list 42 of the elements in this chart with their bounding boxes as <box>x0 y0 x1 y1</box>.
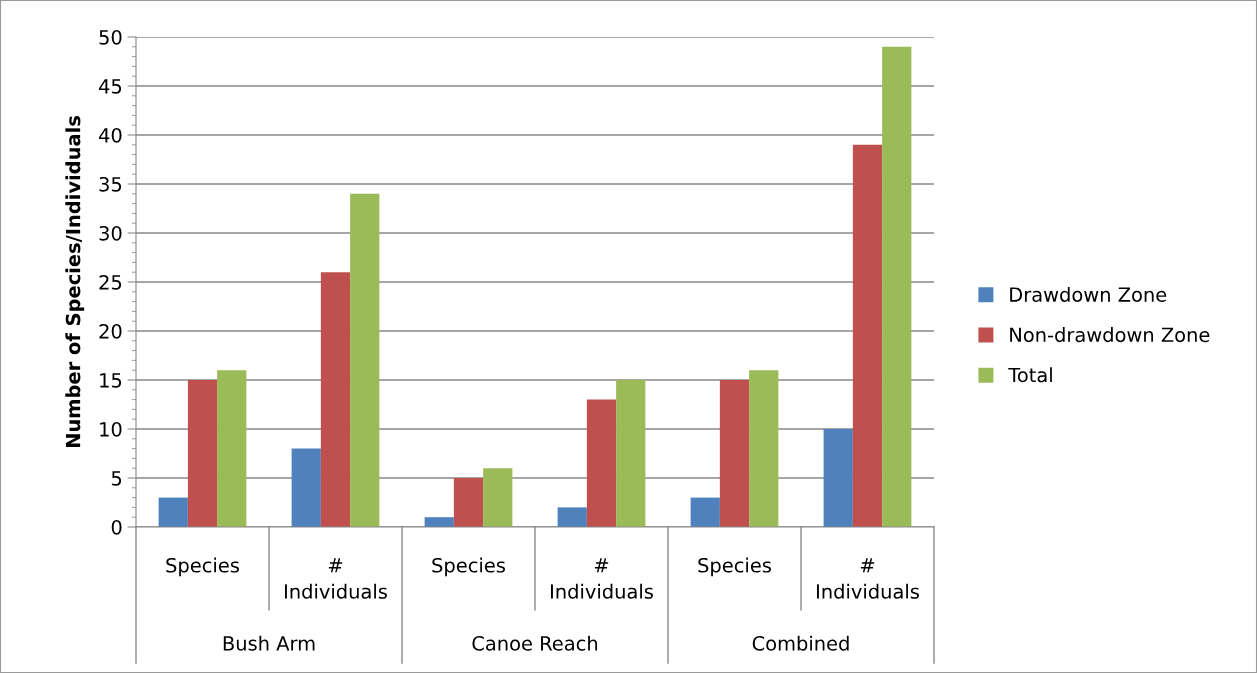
y-tick-label: 45 <box>99 79 122 94</box>
y-tick-label: 10 <box>100 421 122 437</box>
bar <box>483 468 513 527</box>
bar <box>350 193 380 527</box>
bar <box>187 380 218 527</box>
y-tick-label: 15 <box>100 373 122 388</box>
bar <box>453 478 484 527</box>
x-tick-label: Species <box>166 557 239 577</box>
legend-label: Non-drawdown Zone <box>1010 327 1210 343</box>
text: Canoe Reach <box>472 635 598 651</box>
bar <box>823 429 853 527</box>
bar <box>852 144 883 527</box>
bar <box>320 272 351 527</box>
bar <box>424 517 454 527</box>
x-tick-label: # Individuals <box>816 558 919 599</box>
y-tick-label: 0 <box>111 519 122 535</box>
x-tick-label: # Individuals <box>550 558 653 599</box>
bar <box>217 370 247 527</box>
bar <box>719 380 750 527</box>
bar <box>586 399 617 527</box>
x-tick-label: Species <box>698 557 771 577</box>
y-tick-label: 20 <box>99 323 122 339</box>
bar <box>158 497 188 527</box>
legend-label: Drawdown Zone <box>1010 286 1167 302</box>
x-tick-label: Species <box>432 557 505 577</box>
y-tick-label: 5 <box>111 471 122 486</box>
y-tick-label: 30 <box>99 225 122 241</box>
bar <box>616 380 646 527</box>
bar <box>749 370 779 527</box>
bar <box>882 46 912 527</box>
legend-label: Total <box>1008 367 1052 383</box>
text: Combined <box>752 635 849 651</box>
bar <box>557 507 587 527</box>
bar <box>291 448 321 527</box>
text: Bush Arm <box>223 635 315 651</box>
bar <box>690 497 720 527</box>
y-tick-label: 35 <box>99 176 122 192</box>
y-tick-label: 25 <box>99 274 122 290</box>
y-tick-label: 40 <box>99 127 122 143</box>
y-axis-title: Number of Species/Individuals <box>65 116 85 448</box>
x-tick-label: # Individuals <box>284 558 387 599</box>
y-tick-label: 50 <box>99 29 122 45</box>
